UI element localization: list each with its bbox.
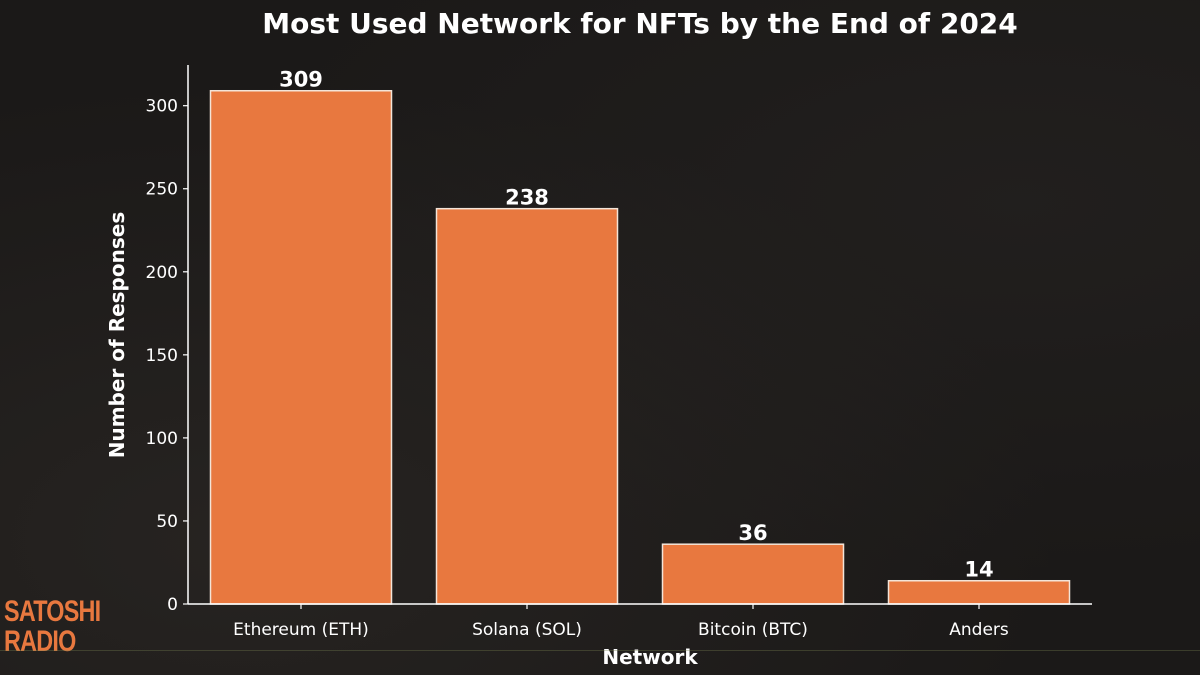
logo-line-1: SATOSHI — [4, 595, 101, 628]
bar-solana-sol — [435, 207, 619, 605]
x-tick-label: Solana (SOL) — [472, 620, 582, 640]
x-tick-label: Anders — [949, 620, 1009, 640]
bar-value-label: 238 — [505, 186, 549, 210]
bar-value-label: 36 — [738, 521, 767, 545]
y-tick-label: 300 — [146, 97, 178, 117]
y-tick-label: 200 — [146, 263, 178, 283]
y-tick-label: 50 — [156, 512, 178, 532]
y-tick-label: 150 — [146, 346, 178, 366]
x-tick-label: Ethereum (ETH) — [233, 620, 369, 640]
y-tick-label: 250 — [146, 180, 178, 200]
bar-value-label: 309 — [279, 68, 323, 92]
bar-bitcoin-btc — [661, 543, 845, 605]
y-axis-label: Number of Responses — [105, 212, 129, 458]
y-axis-ticks: 0 50 100 150 200 250 300 — [146, 97, 188, 615]
bar-anders — [887, 579, 1071, 605]
y-tick-label: 0 — [167, 595, 178, 615]
x-axis-label: Network — [602, 645, 698, 669]
y-tick-label: 100 — [146, 429, 178, 449]
bar-value-label: 14 — [964, 558, 993, 582]
satoshi-radio-logo: SATOSHI RADIO — [4, 595, 101, 658]
logo-line-2: RADIO — [4, 625, 76, 658]
chart-title: Most Used Network for NFTs by the End of… — [262, 7, 1018, 40]
bars: 309 Ethereum (ETH) 238 Solana (SOL) 36 Bitcoi… — [209, 68, 1071, 640]
bar-ethereum-eth — [209, 89, 393, 605]
footer-divider — [0, 650, 1200, 651]
x-tick-label: Bitcoin (BTC) — [698, 620, 808, 640]
